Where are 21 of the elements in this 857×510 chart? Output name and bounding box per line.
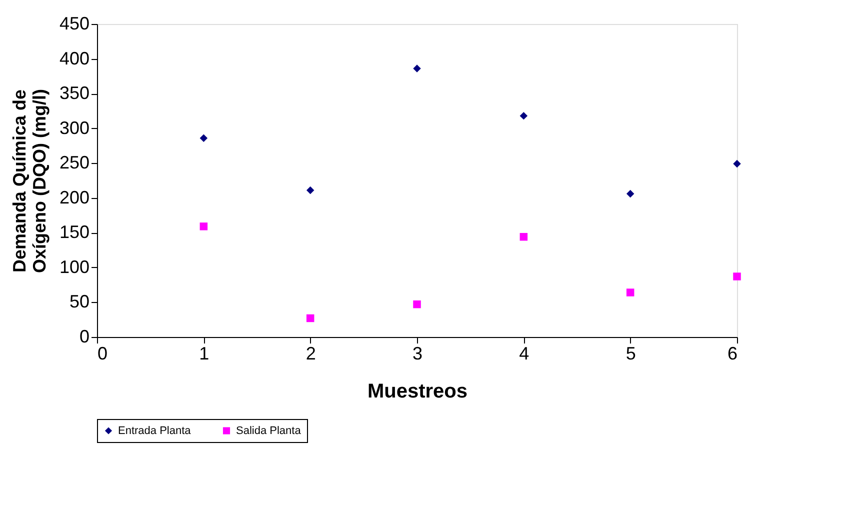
- y-tick-label: 300: [59, 118, 90, 138]
- x-tick-label: 4: [519, 344, 530, 364]
- x-tick-label: 6: [727, 344, 738, 364]
- y-tick-label: 350: [59, 83, 90, 104]
- x-tick-label: 2: [306, 344, 316, 364]
- y-tick-label: 150: [59, 222, 90, 242]
- y-tick-label: 400: [59, 48, 90, 68]
- x-axis-title: Muestreos: [367, 380, 468, 402]
- y-tick-label: 200: [59, 187, 90, 208]
- legend-label: Entrada Planta: [118, 424, 192, 437]
- x-tick-label: 3: [412, 344, 423, 364]
- legend-label: Salida Planta: [236, 424, 302, 437]
- y-axis-title: Demanda Química de Oxígeno (DQO) (mg/l): [9, 89, 50, 273]
- x-tick-label: 0: [98, 344, 108, 364]
- x-tick-label: 5: [626, 344, 636, 364]
- y-tick-label: 450: [59, 14, 90, 34]
- y-tick-label: 50: [69, 292, 90, 312]
- y-tick-label: 250: [59, 152, 90, 173]
- x-tick-label: 1: [199, 344, 210, 364]
- y-tick-label: 0: [79, 326, 90, 346]
- y-tick-label: 100: [59, 256, 90, 277]
